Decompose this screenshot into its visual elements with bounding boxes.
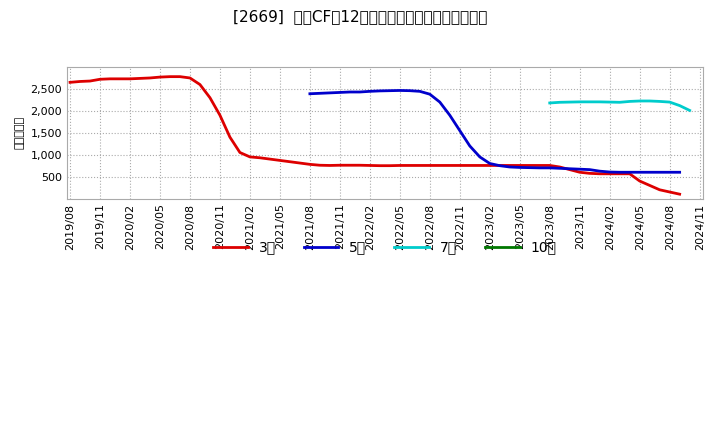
Y-axis label: （百万円）: （百万円） — [15, 116, 25, 149]
Text: [2669]  営業CFの12か月移動合計の標準偏差の推移: [2669] 営業CFの12か月移動合計の標準偏差の推移 — [233, 9, 487, 24]
Legend: 3年, 5年, 7年, 10年: 3年, 5年, 7年, 10年 — [207, 235, 562, 260]
